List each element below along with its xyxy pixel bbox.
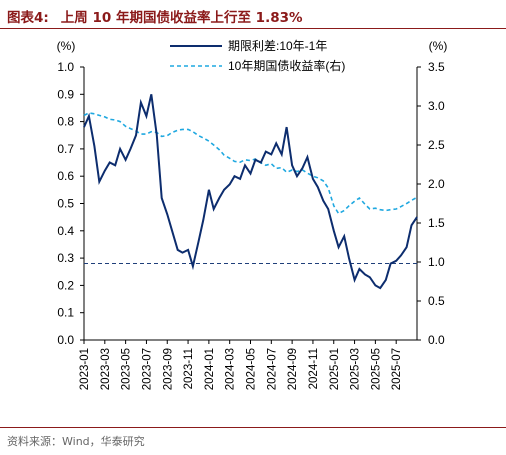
x-tick-label: 2023-05	[121, 348, 133, 390]
right-tick-label: 0.0	[428, 333, 445, 347]
x-tick-label: 2024-07	[266, 348, 278, 390]
left-tick-label: 0.7	[57, 142, 74, 156]
right-tick-label: 1.5	[428, 216, 445, 230]
term-spread-line	[83, 94, 418, 290]
left-tick-label: 0.6	[57, 169, 74, 183]
right-tick-label: 2.0	[428, 177, 445, 191]
right-axis-unit: (%)	[429, 39, 448, 53]
left-tick-label: 0.9	[57, 87, 74, 101]
right-tick-label: 3.5	[428, 60, 445, 74]
right-tick-label: 2.5	[428, 138, 445, 152]
x-tick-label: 2025-05	[370, 348, 382, 390]
x-tick-label: 2024-11	[308, 348, 320, 389]
x-tick-label: 2023-09	[162, 348, 174, 390]
left-tick-label: 0.4	[57, 224, 74, 238]
x-tick-label: 2024-05	[246, 348, 258, 390]
figure-label: 图表4:	[7, 10, 49, 26]
x-tick-label: 2023-03	[100, 348, 112, 390]
left-tick-label: 1.0	[57, 60, 74, 74]
left-tick-label: 0.5	[57, 197, 74, 211]
source-rule	[0, 427, 506, 428]
legend: 期限利差:10年-1年 10年期国债收益率(右)	[170, 39, 345, 73]
left-tick-label: 0.0	[57, 333, 74, 347]
title-rule	[0, 28, 506, 29]
left-axis-unit: (%)	[57, 39, 76, 53]
legend-label-spread: 期限利差:10年-1年	[228, 39, 327, 53]
x-tick-label: 2025-07	[391, 348, 403, 390]
yield-10y-line	[83, 112, 418, 215]
right-tick-label: 0.5	[428, 294, 445, 308]
x-axis-ticks: 2023-01 2023-03 2023-05 2023-07 2023-09 2023-…	[79, 340, 403, 390]
left-tick-label: 0.8	[57, 115, 74, 129]
legend-label-yield: 10年期国债收益率(右)	[228, 58, 345, 73]
left-axis-ticks: 0.0 0.1 0.2 0.3 0.4 0.5 0.6 0.7 0.8 0.9 1.0	[57, 60, 84, 347]
x-tick-label: 2023-11	[183, 348, 195, 389]
left-tick-label: 0.3	[57, 251, 74, 265]
figure-title: 图表4: 上周 10 年期国债收益率上行至 1.83%	[7, 6, 303, 26]
right-axis-ticks: 0.0 0.5 1.0 1.5 2.0 2.5 3.0 3.5	[417, 60, 445, 347]
right-tick-label: 1.0	[428, 255, 445, 269]
x-tick-label: 2025-01	[329, 348, 341, 390]
chart-canvas: (%) (%) 0.0 0.1 0.2 0.3 0.4 0.5 0.6 0.7 0.8 0.9 1.…	[57, 39, 448, 390]
right-tick-label: 3.0	[428, 99, 445, 113]
x-tick-label: 2024-09	[287, 348, 299, 390]
source-note: 资料来源：Wind，华泰研究	[7, 435, 145, 448]
x-tick-label: 2024-03	[225, 348, 237, 390]
x-tick-label: 2023-07	[141, 348, 153, 390]
figure-title-text: 上周 10 年期国债收益率上行至 1.83%	[60, 10, 303, 26]
left-tick-label: 0.1	[57, 306, 74, 320]
x-tick-label: 2024-01	[204, 348, 216, 390]
left-tick-label: 0.2	[57, 278, 74, 292]
x-tick-label: 2023-01	[79, 348, 91, 390]
x-tick-label: 2025-03	[350, 348, 362, 390]
